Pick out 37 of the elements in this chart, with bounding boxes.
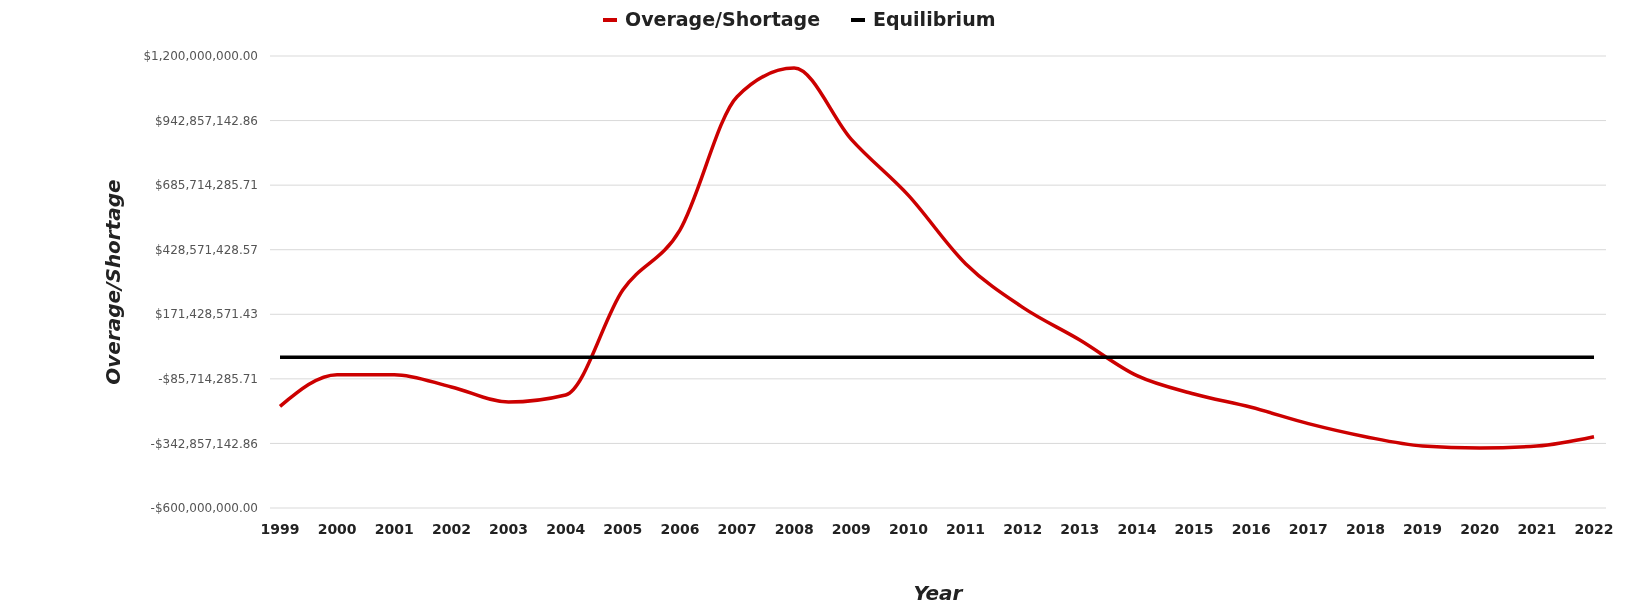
y-tick-label: $1,200,000,000.00 — [143, 49, 258, 64]
x-tick-label: 2020 — [1460, 521, 1500, 537]
y-axis-title: Overage/Shortage — [101, 179, 125, 385]
x-tick-label: 2018 — [1345, 521, 1385, 537]
y-tick-label: $428,571,428.57 — [154, 242, 258, 257]
line-series — [278, 66, 1596, 450]
x-tick-label: 1999 — [260, 521, 300, 537]
y-tick-label: -$342,857,142.86 — [150, 436, 258, 451]
x-tick-label: 2000 — [317, 521, 357, 537]
x-tick-label: 2015 — [1174, 521, 1214, 537]
x-tick-label: 2001 — [374, 521, 414, 537]
y-tick-label: $171,428,571.43 — [154, 307, 258, 322]
x-tick-label: 2021 — [1517, 521, 1557, 537]
x-tick-label: 2013 — [1060, 521, 1100, 537]
legend-label: Equilibrium — [873, 8, 996, 30]
x-tick-label: 2004 — [546, 521, 586, 537]
x-tick-label: 2014 — [1117, 521, 1157, 537]
x-axis-title: Year — [913, 581, 964, 605]
x-tick-label: 2016 — [1231, 521, 1271, 537]
x-tick-label: 2008 — [774, 521, 814, 537]
y-tick-label: $685,714,285.71 — [154, 178, 258, 193]
x-tick-label: 2022 — [1574, 521, 1614, 537]
legend-label: Overage/Shortage — [625, 8, 821, 30]
y-tick-label: $942,857,142.86 — [154, 113, 258, 128]
y-tick-label: -$85,714,285.71 — [158, 372, 258, 387]
x-tick-label: 2005 — [603, 521, 643, 537]
x-tick-label: 2002 — [431, 521, 471, 537]
x-tick-label: 2017 — [1288, 521, 1328, 537]
x-tick-label: 2010 — [888, 521, 929, 537]
y-tick-label: -$600,000,000.00 — [150, 501, 258, 516]
x-tick-label: 2007 — [717, 521, 757, 537]
x-tick-label: 2012 — [1003, 521, 1043, 537]
x-tick-label: 2011 — [946, 521, 986, 537]
x-tick-label: 2009 — [831, 521, 871, 537]
x-tick-label: 2019 — [1403, 521, 1443, 537]
x-tick-label: 2003 — [489, 521, 529, 537]
x-tick-label: 2006 — [660, 521, 700, 537]
